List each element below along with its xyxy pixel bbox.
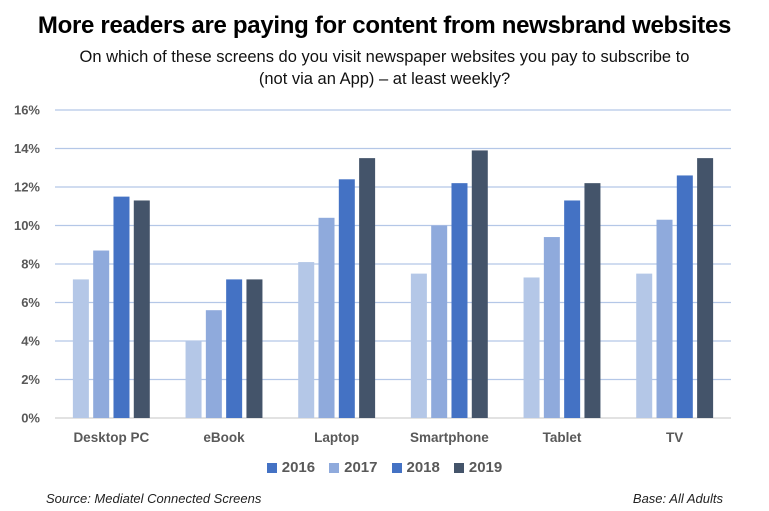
legend-label: 2017 [344, 459, 378, 476]
y-axis-ticks: 0% 2% 4% 6% 8% 10% 12% 14% 16% [14, 103, 40, 426]
subtitle-line-2: (not via an App) – at least weekly? [258, 70, 511, 88]
legend-item-2019: 2019 [453, 459, 503, 476]
legend-swatch [453, 462, 464, 473]
x-category-label: eBook [203, 430, 245, 445]
legend-label: 2018 [406, 459, 440, 476]
legend-item-2018: 2018 [391, 459, 440, 476]
bar-2017-ebook [205, 310, 222, 418]
x-category-label: Laptop [314, 430, 359, 445]
legend: 2016 2017 2018 2019 [0, 459, 769, 476]
bar-2017-smartphone [431, 225, 448, 418]
x-category-label: Tablet [543, 430, 582, 445]
y-tick-label: 8% [21, 257, 40, 272]
bar-2016-desktop-pc [72, 279, 89, 418]
subtitle-line-1: On which of these screens do you visit n… [79, 48, 690, 66]
legend-item-2016: 2016 [266, 459, 316, 476]
bar-2016-ebook [185, 341, 202, 418]
bar-2019-tablet [584, 183, 601, 418]
x-axis-categories: Desktop PC eBook Laptop Smartphone Tablet TV [73, 430, 683, 445]
bar-2016-tv [636, 273, 653, 418]
legend-swatch [329, 462, 340, 473]
bar-2018-desktop-pc [113, 196, 130, 418]
y-tick-label: 12% [14, 180, 40, 195]
bar-2018-tv [676, 175, 693, 418]
bar-2017-desktop-pc [93, 250, 110, 418]
y-tick-label: 0% [21, 411, 40, 426]
bar-2018-laptop [338, 179, 355, 418]
bar-2019-desktop-pc [133, 200, 150, 418]
bar-2017-laptop [318, 217, 335, 418]
y-tick-label: 14% [14, 141, 40, 156]
bar-2019-laptop [359, 158, 376, 418]
bar-2017-tablet [543, 237, 560, 418]
legend-label: 2016 [281, 459, 316, 476]
legend-swatch [391, 462, 402, 473]
gridlines [55, 109, 731, 419]
y-tick-label: 4% [21, 334, 40, 349]
bar-chart: 0% 2% 4% 6% 8% 10% 12% 14% 16% Desktop PC eBook La… [14, 103, 731, 445]
base-note: Base: All Adults [632, 491, 723, 506]
bar-2016-tablet [523, 277, 540, 418]
x-category-label: Desktop PC [73, 430, 149, 445]
legend-item-2017: 2017 [329, 459, 378, 476]
y-tick-label: 2% [21, 372, 40, 387]
y-tick-label: 6% [21, 295, 40, 310]
bar-2018-tablet [564, 200, 581, 418]
source-note: Source: Mediatel Connected Screens [46, 491, 262, 506]
y-tick-label: 10% [14, 218, 40, 233]
bar-2019-tv [697, 158, 714, 418]
legend-label: 2019 [468, 459, 503, 476]
chart-subtitle: On which of these screens do you visit n… [0, 46, 769, 90]
chart-title: More readers are paying for content from… [37, 12, 732, 39]
bar-2019-ebook [246, 279, 263, 418]
bars [72, 150, 714, 419]
legend-swatch [266, 462, 277, 473]
x-category-label: TV [666, 430, 683, 445]
x-category-label: Smartphone [410, 430, 489, 445]
bar-2016-laptop [298, 262, 315, 418]
bar-2017-tv [656, 219, 673, 418]
bar-2018-ebook [226, 279, 243, 418]
y-tick-label: 16% [14, 103, 40, 118]
bar-2018-smartphone [451, 183, 468, 418]
bar-2019-smartphone [471, 150, 488, 419]
bar-2016-smartphone [410, 273, 427, 418]
